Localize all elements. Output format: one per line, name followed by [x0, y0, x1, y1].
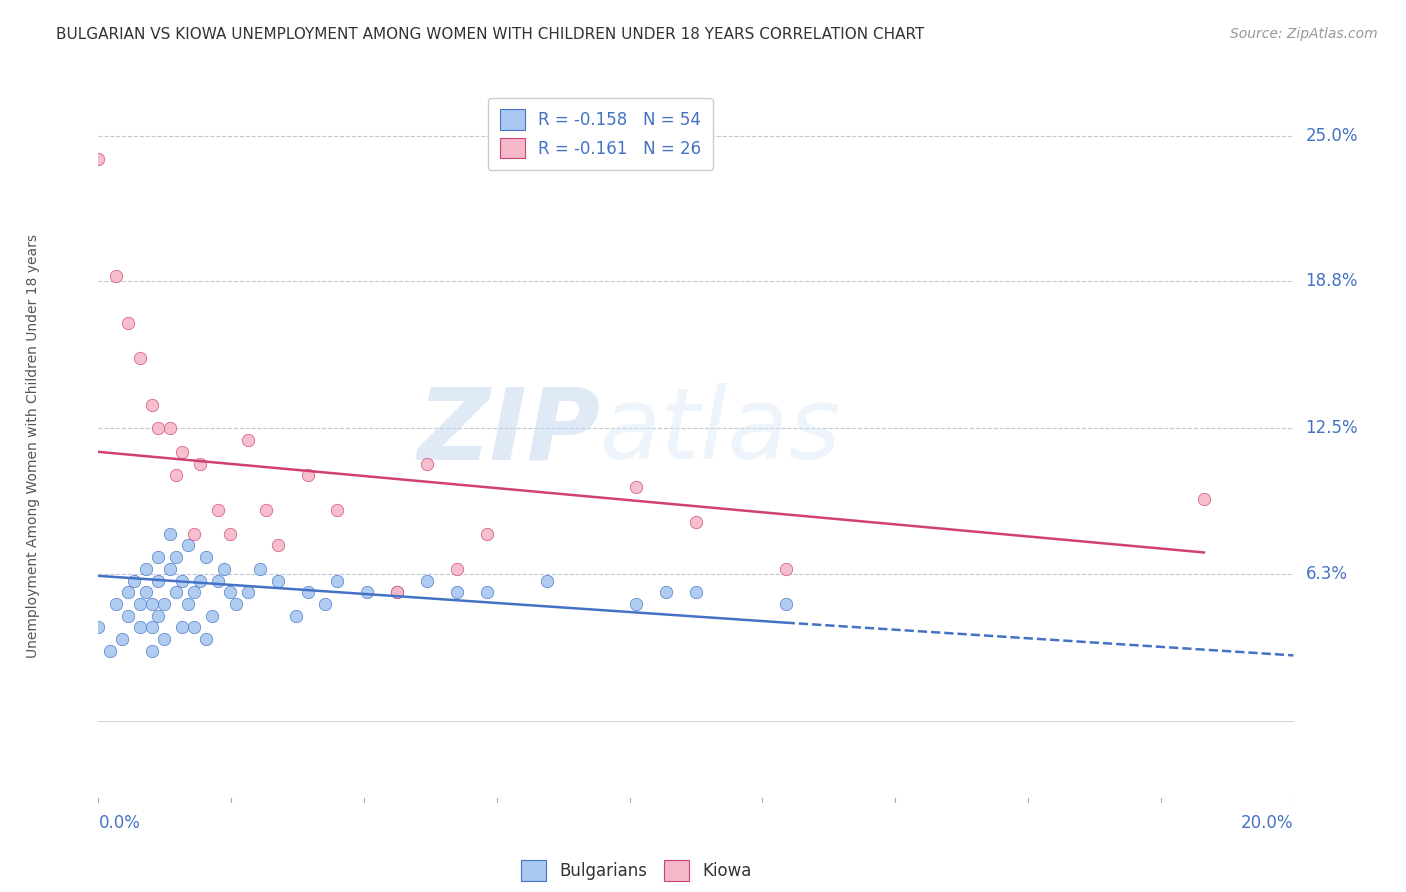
Text: 6.3%: 6.3%: [1306, 565, 1347, 582]
Text: 0.0%: 0.0%: [98, 814, 141, 832]
Point: [225, 597, 247, 611]
Point: [117, 316, 139, 330]
Point: [183, 620, 205, 634]
Point: [385, 585, 409, 599]
Point: [212, 562, 235, 576]
Point: [201, 608, 224, 623]
Point: [775, 562, 797, 576]
Point: [249, 562, 271, 576]
Text: 18.8%: 18.8%: [1306, 272, 1358, 290]
Point: [254, 503, 277, 517]
Point: [236, 585, 259, 599]
Point: [141, 644, 163, 658]
Point: [207, 574, 229, 588]
Text: ZIP: ZIP: [418, 384, 600, 480]
Point: [446, 562, 468, 576]
Point: [124, 574, 146, 588]
Point: [446, 585, 468, 599]
Point: [655, 585, 678, 599]
Point: [141, 597, 163, 611]
Point: [475, 585, 498, 599]
Point: [194, 550, 218, 565]
Point: [177, 538, 200, 552]
Point: [129, 597, 152, 611]
Point: [624, 480, 647, 494]
Point: [194, 632, 218, 646]
Point: [129, 620, 152, 634]
Point: [1192, 491, 1215, 506]
Point: [183, 585, 205, 599]
Point: [236, 433, 259, 447]
Point: [165, 550, 187, 565]
Point: [172, 574, 194, 588]
Point: [148, 550, 170, 565]
Point: [165, 585, 187, 599]
Point: [177, 597, 200, 611]
Point: [267, 574, 290, 588]
Point: [141, 620, 163, 634]
Point: [153, 597, 176, 611]
Point: [159, 562, 181, 576]
Point: [315, 597, 337, 611]
Point: [416, 574, 439, 588]
Text: 25.0%: 25.0%: [1306, 127, 1358, 145]
Point: [284, 608, 307, 623]
Point: [536, 574, 558, 588]
Text: atlas: atlas: [600, 384, 842, 480]
Point: [105, 597, 128, 611]
Point: [172, 620, 194, 634]
Point: [685, 585, 707, 599]
Point: [188, 457, 211, 471]
Text: 20.0%: 20.0%: [1241, 814, 1294, 832]
Point: [685, 515, 707, 529]
Point: [105, 269, 128, 284]
Point: [117, 608, 139, 623]
Point: [135, 562, 157, 576]
Point: [326, 503, 349, 517]
Point: [183, 526, 205, 541]
Text: Source: ZipAtlas.com: Source: ZipAtlas.com: [1230, 27, 1378, 41]
Point: [219, 526, 242, 541]
Text: BULGARIAN VS KIOWA UNEMPLOYMENT AMONG WOMEN WITH CHILDREN UNDER 18 YEARS CORRELA: BULGARIAN VS KIOWA UNEMPLOYMENT AMONG WO…: [56, 27, 925, 42]
Point: [117, 585, 139, 599]
Point: [141, 398, 163, 412]
Point: [148, 574, 170, 588]
Point: [172, 445, 194, 459]
Point: [219, 585, 242, 599]
Point: [87, 153, 110, 167]
Point: [326, 574, 349, 588]
Point: [416, 457, 439, 471]
Point: [297, 468, 319, 483]
Point: [148, 421, 170, 435]
Point: [297, 585, 319, 599]
Point: [385, 585, 409, 599]
Point: [153, 632, 176, 646]
Point: [159, 526, 181, 541]
Point: [356, 585, 378, 599]
Point: [135, 585, 157, 599]
Point: [148, 608, 170, 623]
Legend: Bulgarians, Kiowa: Bulgarians, Kiowa: [515, 854, 758, 888]
Point: [475, 526, 498, 541]
Point: [159, 421, 181, 435]
Point: [267, 538, 290, 552]
Point: [775, 597, 797, 611]
Point: [111, 632, 134, 646]
Point: [165, 468, 187, 483]
Point: [129, 351, 152, 366]
Point: [624, 597, 647, 611]
Text: 12.5%: 12.5%: [1306, 419, 1358, 437]
Point: [87, 620, 110, 634]
Text: Unemployment Among Women with Children Under 18 years: Unemployment Among Women with Children U…: [25, 234, 39, 658]
Point: [188, 574, 211, 588]
Point: [207, 503, 229, 517]
Point: [98, 644, 122, 658]
